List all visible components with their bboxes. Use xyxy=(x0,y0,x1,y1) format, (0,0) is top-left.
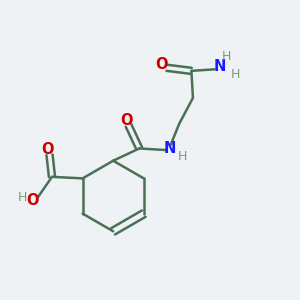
Text: O: O xyxy=(26,193,39,208)
Text: O: O xyxy=(155,57,168,72)
Text: H: H xyxy=(221,50,231,63)
Text: H: H xyxy=(178,150,187,163)
Text: O: O xyxy=(42,142,54,157)
Text: N: N xyxy=(214,59,226,74)
Text: H: H xyxy=(18,191,28,204)
Text: H: H xyxy=(231,68,240,81)
Text: O: O xyxy=(121,113,133,128)
Text: N: N xyxy=(164,141,176,156)
